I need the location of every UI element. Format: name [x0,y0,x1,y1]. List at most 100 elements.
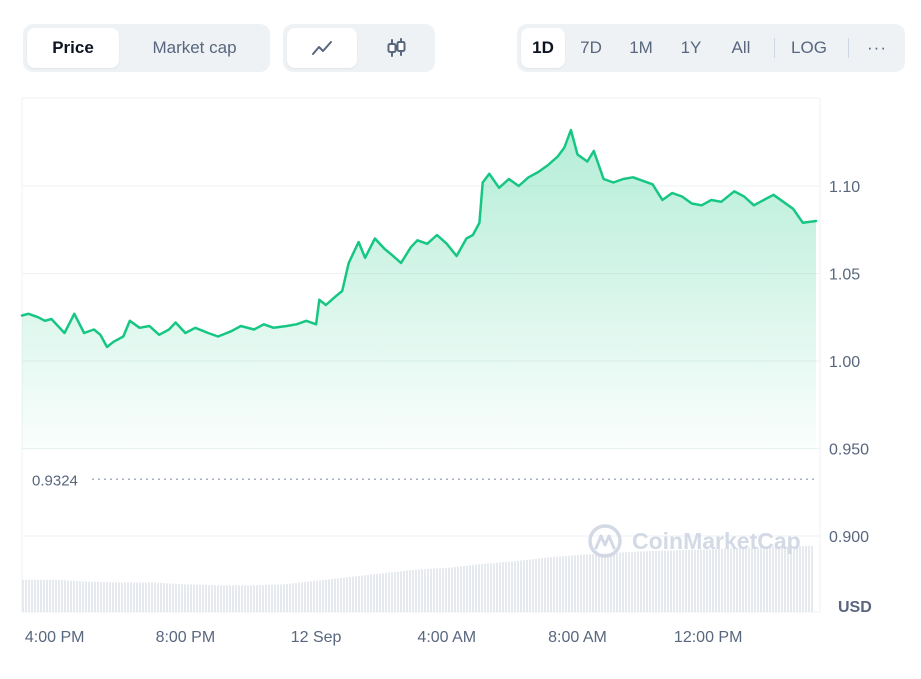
volume-bar [637,551,639,612]
volume-bar [175,583,177,612]
volume-bar [142,582,144,612]
y-axis-ticks: 0.900 0.950 1.00 1.05 1.10 [829,179,869,546]
volume-bar [403,570,405,612]
volume-bar [211,585,213,612]
market-cap-tab[interactable]: Market cap [152,38,237,57]
volume-bar [79,581,81,612]
volume-bar [241,585,243,612]
volume-bar [688,550,690,612]
volume-bar [226,585,228,612]
volume-bar [73,580,75,612]
volume-bar [58,579,60,612]
volume-bar [124,582,126,612]
volume-bar [661,550,663,612]
volume-bar [442,568,444,612]
volume-bar [394,571,396,612]
volume-bar [589,554,591,612]
volume-bar [508,561,510,612]
volume-bar [379,573,381,612]
volume-bar [472,564,474,612]
price-area-fill [22,130,816,450]
volume-bar [370,574,372,612]
range-1m-button[interactable]: 1M [629,38,653,57]
volume-bar [406,570,408,612]
volume-bar [385,572,387,612]
more-options-button[interactable]: ··· [867,38,887,57]
volume-bar [100,581,102,612]
range-7d-button[interactable]: 7D [580,38,602,57]
line-chart-button[interactable] [287,28,357,68]
volume-bar [712,549,714,612]
volume-bar [367,574,369,612]
range-all-button[interactable]: All [731,38,751,57]
volume-bar [136,582,138,612]
price-line [20,128,818,349]
volume-bar [391,572,393,612]
volume-bar [148,582,150,612]
range-1y-button[interactable]: 1Y [680,38,702,57]
range-1d-button[interactable]: 1D [521,28,565,68]
candlestick-chart-button[interactable] [361,28,431,68]
volume-bar [304,582,306,612]
volume-bar [541,558,543,612]
volume-bar [55,579,57,612]
volume-bar [751,547,753,612]
volume-bar [511,561,513,612]
log-scale-button[interactable]: LOG [791,38,827,57]
volume-bar [811,545,813,612]
volume-bar [628,552,630,612]
volume-bar [673,550,675,612]
volume-bars [22,545,813,612]
volume-bar [517,560,519,612]
volume-bar [544,557,546,612]
volume-bar [115,582,117,612]
price-tab[interactable]: Price [27,28,119,68]
volume-bar [262,585,264,612]
volume-bar [619,552,621,612]
volume-bar [307,581,309,612]
volume-bar [358,575,360,612]
volume-bar [277,584,279,612]
volume-bar [361,575,363,612]
volume-bar [295,583,297,612]
volume-bar [376,573,378,612]
volume-bar [553,557,555,612]
volume-bar [691,549,693,612]
volume-bar [139,582,141,612]
time-range-selector: 1D 7D 1M 1Y All LOG ··· [517,24,905,72]
volume-bar [208,585,210,612]
volume-bar [274,584,276,612]
volume-bar [118,582,120,612]
volume-bar [670,550,672,612]
volume-bar [319,580,321,612]
volume-bar [130,582,132,612]
volume-bar [166,583,168,612]
volume-bar [583,554,585,612]
volume-bar [271,584,273,612]
volume-bar [607,553,609,612]
volume-bar [400,571,402,612]
volume-bar [70,580,72,612]
x-axis-ticks: 4:00 PM 8:00 PM 12 Sep 4:00 AM 8:00 AM 12:00 … [25,629,743,646]
volume-bar [169,583,171,612]
volume-bar [97,581,99,612]
volume-bar [538,558,540,612]
y-tick-label: 1.05 [829,267,860,284]
volume-bar [202,584,204,612]
volume-bar [157,582,159,612]
volume-bar [700,549,702,612]
volume-bar [49,579,51,612]
y-tick-label: 1.00 [829,354,860,371]
price-marketcap-toggle: Price Market cap [23,24,270,72]
volume-bar [25,579,27,612]
volume-bar [436,568,438,612]
volume-bar [121,582,123,612]
volume-bar [727,548,729,612]
volume-bar [244,585,246,612]
volume-bar [631,551,633,612]
volume-bar [196,584,198,612]
volume-bar [577,555,579,612]
volume-bar [412,569,414,612]
volume-bar [526,559,528,612]
